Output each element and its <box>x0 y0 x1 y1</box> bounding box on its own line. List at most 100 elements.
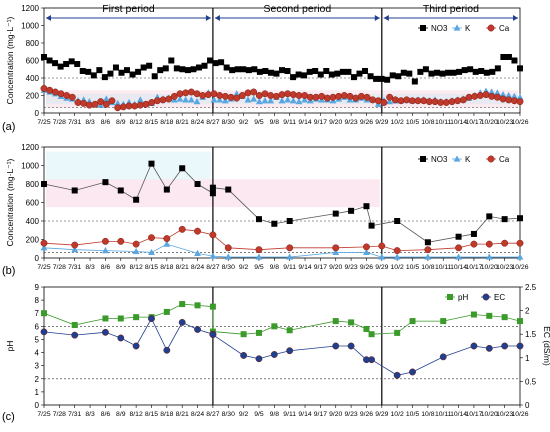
a-point-K <box>505 91 513 99</box>
b-point-Ca <box>363 243 370 251</box>
a-point-NO3 <box>162 65 169 72</box>
b-point-NO3 <box>209 184 216 191</box>
b-point-Ca <box>455 244 463 252</box>
c-point-EC <box>501 342 509 350</box>
a-point-NO3 <box>395 73 402 80</box>
b-legend: NO3 K Ca <box>418 155 510 164</box>
c-point-pH <box>194 302 201 309</box>
a-point-Ca <box>476 92 484 99</box>
a-xtick-label: 8/18 <box>160 119 173 126</box>
a-point-Ca <box>216 92 224 99</box>
b-point-NO3 <box>424 239 431 246</box>
c-point-EC <box>393 371 401 379</box>
a-point-NO3 <box>112 64 119 71</box>
a-point-NO3 <box>107 70 114 77</box>
b-point-NO3 <box>255 216 262 223</box>
a-point-Ca <box>346 92 354 100</box>
a-point-Ca <box>442 99 450 106</box>
a-point-Ca <box>233 94 241 102</box>
a-xtick-label: 9/11 <box>283 119 296 126</box>
a-point-Ca <box>482 91 490 99</box>
b-point-K <box>132 247 140 255</box>
b-xtick-label: 9/11 <box>283 264 296 271</box>
a-xtick-label: 9/17 <box>314 119 327 126</box>
b-legend-marker <box>420 156 426 162</box>
a-point-Ca <box>176 90 184 98</box>
c-xtick-label: 9/14 <box>298 411 311 418</box>
a-xtick-label: 10/23 <box>496 119 513 126</box>
b-xtick-label: 10/26 <box>511 264 528 271</box>
a-point-Ca <box>340 92 348 99</box>
b-xtick-label: 7/25 <box>37 264 50 271</box>
c-ytick-label: 9 <box>35 283 40 292</box>
b-ytick-label: 600 <box>26 199 40 208</box>
c-point-pH <box>163 308 170 315</box>
b-point-NO3 <box>455 233 462 240</box>
c-xtick-label: 8/6 <box>101 411 111 418</box>
c-ytick-label: 4 <box>35 349 40 358</box>
c-point-pH <box>240 331 247 338</box>
a-point-Ca <box>420 97 428 105</box>
a-point-Ca <box>199 92 207 99</box>
b-xtick-label: 7/31 <box>68 264 81 271</box>
a-point-K <box>114 99 122 106</box>
a-ytick-label: 200 <box>26 92 40 101</box>
a-point-Ca <box>312 93 320 101</box>
c-legend-marker <box>482 293 490 301</box>
a-point-NO3 <box>461 67 468 74</box>
a-point-NO3 <box>179 66 186 73</box>
b-point-K <box>455 253 462 260</box>
b-xtick-label: 9/29 <box>375 264 388 271</box>
a-point-Ca <box>131 102 139 110</box>
b-point-NO3 <box>394 218 401 224</box>
a-period-title-1: Second period <box>263 3 331 15</box>
c-xtick-label: 8/21 <box>176 411 189 418</box>
a-point-NO3 <box>301 72 308 79</box>
b-point-NO3 <box>486 213 493 220</box>
b-ytick-label: 800 <box>26 180 40 189</box>
a-ylabel: Concentration (mg·L⁻¹) <box>5 17 15 105</box>
c-point-EC <box>347 342 355 350</box>
c-xtick-label: 10/8 <box>421 411 434 418</box>
b-point-Ca <box>178 225 186 233</box>
a-point-Ca <box>51 88 59 96</box>
a-point-NO3 <box>312 68 319 74</box>
a-point-Ca <box>255 92 263 99</box>
a-period-head-right-1 <box>374 15 380 21</box>
a-point-K <box>284 96 292 103</box>
c-point-pH <box>286 327 293 334</box>
a-point-NO3 <box>373 75 380 82</box>
c-point-EC <box>485 344 493 352</box>
b-xtick-label: 9/14 <box>298 264 311 271</box>
b-line-K <box>43 243 520 258</box>
a-point-NO3 <box>129 71 136 78</box>
a-point-Ca <box>465 93 473 101</box>
b-xtick-label: 8/3 <box>85 264 95 271</box>
a-period-head-right-2 <box>513 15 518 21</box>
a-xtick-label: 9/14 <box>298 119 311 126</box>
b-point-NO3 <box>209 190 216 197</box>
a-point-K <box>221 97 229 104</box>
a-point-NO3 <box>422 66 429 73</box>
c-point-EC <box>368 356 376 364</box>
b-series-NO3 <box>41 160 523 246</box>
a-point-NO3 <box>101 74 108 81</box>
a-point-Ca <box>148 99 156 106</box>
c-point-pH <box>255 329 262 336</box>
c-point-pH <box>209 303 216 310</box>
a-point-NO3 <box>362 68 369 74</box>
b-ytick-label: 1200 <box>21 143 39 152</box>
a-point-Ca <box>459 96 467 104</box>
c-y2tick-label: 1 <box>525 354 530 363</box>
a-point-NO3 <box>157 67 164 74</box>
a-point-NO3 <box>345 68 352 75</box>
a-point-NO3 <box>290 74 297 81</box>
c-series-pH <box>41 301 523 338</box>
a-xtick-label: 8/30 <box>222 119 235 126</box>
b-point-NO3 <box>470 230 477 237</box>
a-point-Ca <box>374 97 382 105</box>
a-point-NO3 <box>350 74 357 81</box>
a-point-NO3 <box>339 68 346 75</box>
b-xtick-label: 9/17 <box>314 264 327 271</box>
b-xtick-label: 10/2 <box>391 264 404 271</box>
